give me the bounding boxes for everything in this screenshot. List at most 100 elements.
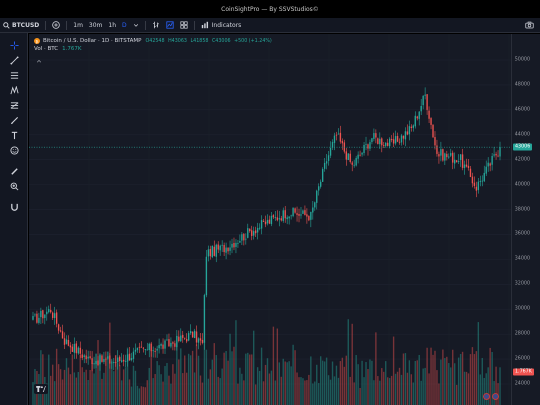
- volume-bar: [404, 353, 407, 405]
- symbol-search[interactable]: BTCUSD: [0, 18, 42, 32]
- pattern-tool[interactable]: [6, 84, 22, 96]
- volume-bar: [345, 355, 347, 405]
- interval-30m[interactable]: 30m: [86, 18, 105, 32]
- candle-body: [164, 340, 166, 349]
- candle-body: [46, 311, 48, 315]
- volume-bar: [130, 386, 133, 405]
- candle-body: [187, 333, 190, 341]
- volume-bar: [73, 372, 76, 405]
- legend-collapse-button[interactable]: [34, 57, 43, 65]
- tradingview-logo[interactable]: [34, 384, 48, 394]
- volume-bar: [381, 368, 383, 405]
- volume-bar: [166, 363, 168, 405]
- trendline-tool[interactable]: [6, 54, 22, 66]
- candle-body: [308, 216, 310, 221]
- measure-tool[interactable]: [6, 165, 22, 177]
- candle-body: [53, 313, 56, 319]
- volume-bar: [495, 366, 497, 405]
- volume-bar: [229, 333, 231, 405]
- tv-logo-icon: [36, 386, 46, 392]
- candle-body: [335, 134, 338, 136]
- volume-bar: [426, 347, 428, 405]
- candle-body: [207, 249, 210, 257]
- volume-bar: [211, 359, 213, 405]
- volume-bar: [249, 354, 251, 405]
- text-tool[interactable]: [6, 129, 22, 141]
- volume-bar: [164, 366, 166, 405]
- candle-body: [436, 145, 438, 154]
- price-axis[interactable]: 43006 1.767K 50000 48000 46000 44000 42000 40…: [511, 34, 540, 405]
- drawing-toolbar: [0, 33, 28, 405]
- volume-bar: [446, 356, 448, 405]
- candle-body: [347, 153, 349, 161]
- compare-symbol-button[interactable]: [49, 18, 63, 32]
- volume-bar: [99, 355, 101, 405]
- volume-bar: [231, 351, 233, 405]
- screenshot-button[interactable]: [525, 21, 534, 31]
- volume-bar: [321, 360, 324, 405]
- volume-bar: [113, 371, 115, 405]
- volume-bar: [87, 379, 89, 405]
- candle-body: [180, 335, 182, 342]
- volume-bar: [134, 370, 137, 405]
- volume-bar: [122, 369, 125, 405]
- templates-button[interactable]: [177, 18, 191, 32]
- brush-tool[interactable]: [6, 114, 22, 126]
- candle-body: [418, 111, 420, 119]
- volume-bar: [182, 373, 184, 405]
- magnet-tool[interactable]: [6, 201, 22, 213]
- volume-bar: [79, 354, 81, 405]
- volume-bar: [115, 354, 117, 405]
- interval-30m-label: 30m: [88, 21, 103, 29]
- candle-body: [124, 360, 127, 362]
- volume-bar: [63, 369, 66, 405]
- candle-body: [115, 362, 117, 364]
- volume-bar: [343, 366, 346, 405]
- volume-bar: [243, 380, 245, 405]
- candle-body: [162, 344, 164, 349]
- volume-bar: [469, 354, 472, 405]
- candle-body: [469, 168, 472, 177]
- interval-dropdown[interactable]: [130, 18, 142, 32]
- volume-bar: [402, 353, 405, 405]
- volume-bar: [335, 365, 338, 405]
- candle-body: [270, 215, 273, 225]
- volume-bar: [152, 378, 154, 405]
- candle-body: [201, 339, 204, 343]
- candle-body: [302, 210, 304, 214]
- volume-bar: [467, 373, 470, 405]
- interval-1h[interactable]: 1h: [105, 18, 119, 32]
- volume-bar: [398, 367, 401, 405]
- interval-1m[interactable]: 1m: [70, 18, 86, 32]
- symbol-legend-row[interactable]: ₿ Bitcoin / U.S. Dollar · 1D · BITSTAMP …: [34, 37, 274, 45]
- candle-body: [404, 131, 407, 140]
- volume-bar: [48, 354, 50, 405]
- chart-pane[interactable]: [29, 34, 511, 405]
- zoom-tool[interactable]: [6, 180, 22, 192]
- interval-1d[interactable]: D: [119, 18, 130, 32]
- fib-tool[interactable]: [6, 99, 22, 111]
- crosshair-tool[interactable]: [6, 39, 22, 51]
- volume-bar: [158, 365, 160, 405]
- indicators-button[interactable]: Indicators: [198, 18, 245, 32]
- volume-bar: [199, 375, 202, 405]
- volume-bar: [383, 371, 385, 405]
- candlestick-chart[interactable]: [29, 34, 511, 405]
- volume-legend-row[interactable]: Vol · BTC 1.767K: [34, 45, 274, 53]
- compare-button[interactable]: [163, 18, 177, 32]
- candle-body: [158, 345, 160, 349]
- candle-body: [325, 161, 328, 164]
- volume-bar: [448, 363, 450, 405]
- volume-bar: [59, 369, 62, 405]
- candle-body: [420, 105, 422, 112]
- candle-body: [146, 349, 148, 351]
- volume-bar: [172, 364, 174, 405]
- candle-body: [266, 220, 269, 224]
- volume-bar: [93, 373, 95, 405]
- candle-body: [357, 154, 359, 159]
- emoji-tool[interactable]: [6, 144, 22, 156]
- candle-body: [438, 154, 440, 157]
- horizontal-lines-tool[interactable]: [6, 69, 22, 81]
- bar-type-button[interactable]: [149, 18, 163, 32]
- candle-body: [134, 349, 137, 352]
